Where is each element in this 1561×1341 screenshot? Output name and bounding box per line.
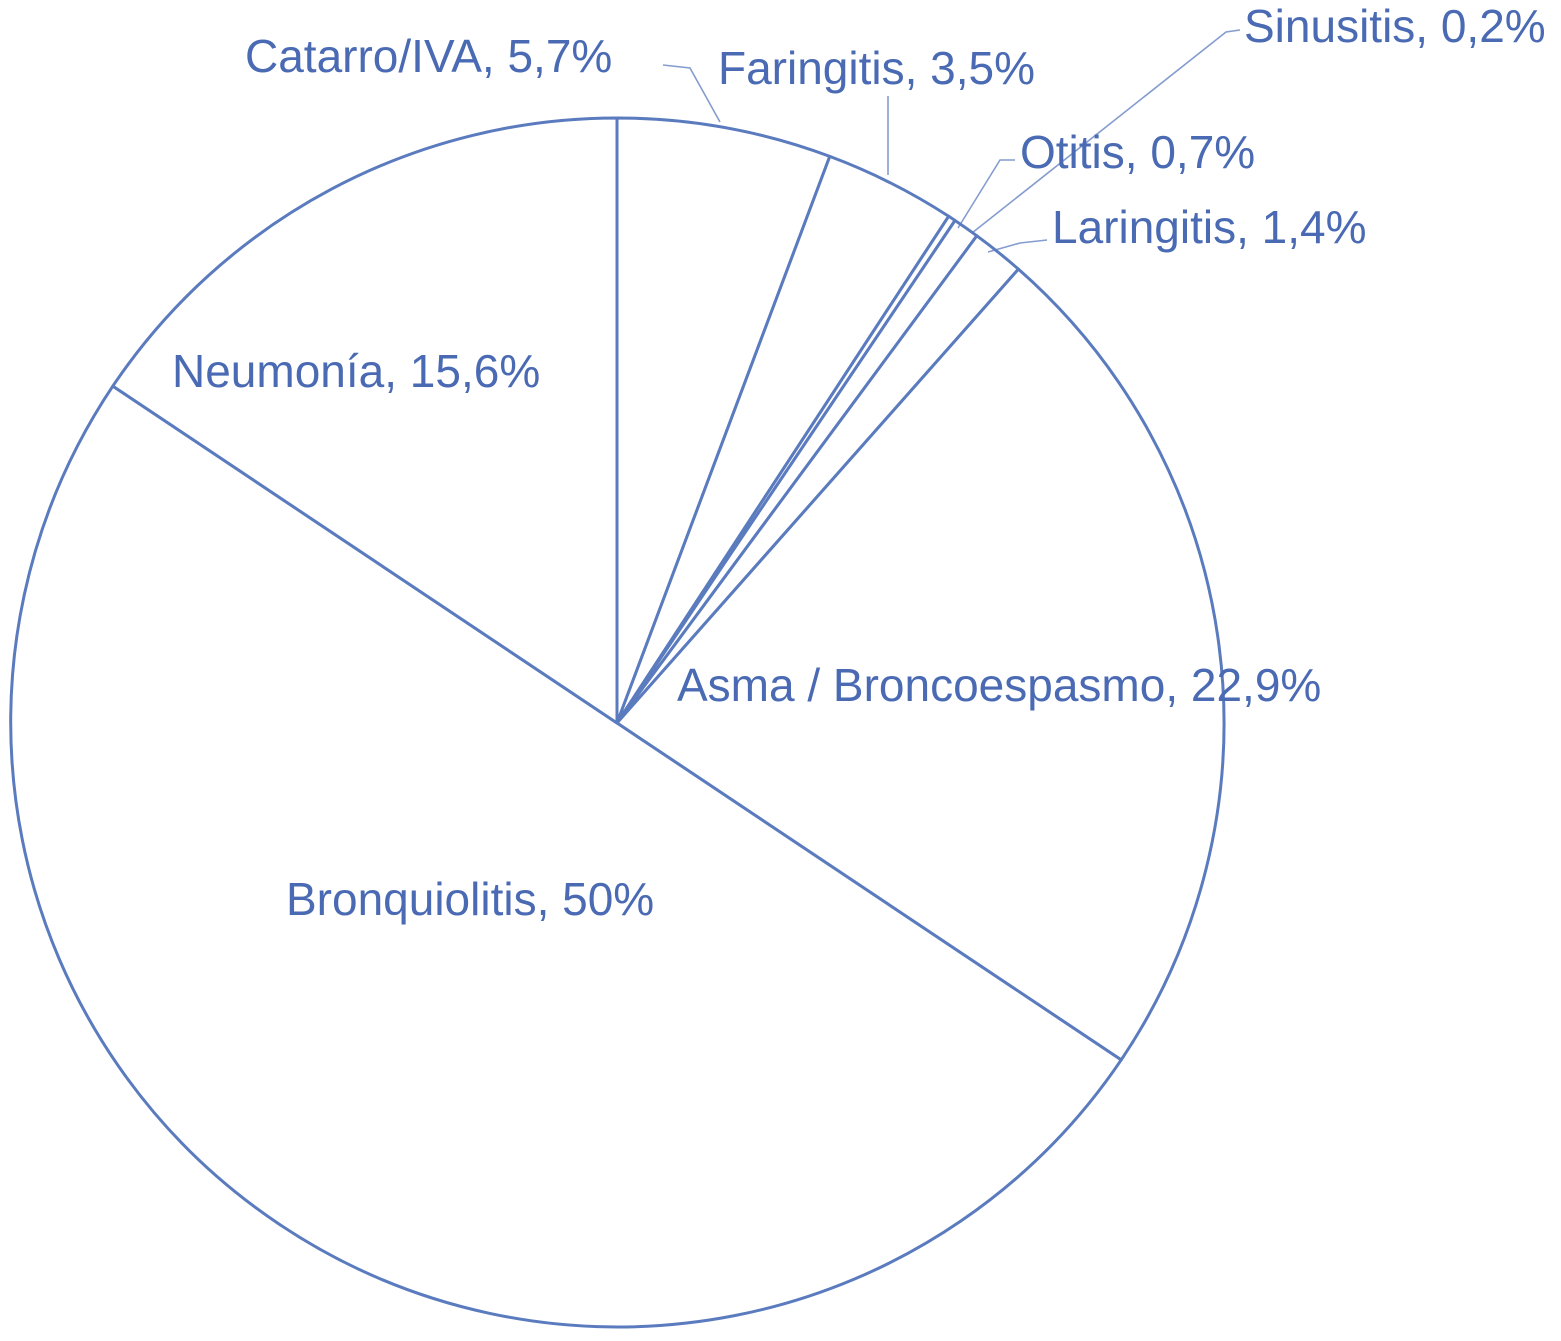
pie-slices bbox=[9, 116, 1226, 1329]
slice-label-faringitis: Faringitis, 3,5% bbox=[718, 42, 1035, 94]
slice-label-bronquiolitis: Bronquiolitis, 50% bbox=[286, 873, 654, 925]
pie-slice-asma-broncoespasmo bbox=[615, 267, 1226, 1062]
leader-line-catarro-iva bbox=[662, 64, 721, 123]
slice-label-asma-broncoespasmo: Asma / Broncoespasmo, 22,9% bbox=[677, 659, 1321, 711]
slice-label-neumonia: Neumonía, 15,6% bbox=[172, 345, 540, 397]
slice-label-catarro-iva: Catarro/IVA, 5,7% bbox=[245, 30, 612, 82]
slice-label-sinusitis: Sinusitis, 0,2% bbox=[1244, 0, 1546, 52]
leader-line-otitis bbox=[957, 159, 1015, 229]
slice-label-otitis: Otitis, 0,7% bbox=[1020, 126, 1255, 178]
pie-slice-catarro-iva bbox=[615, 116, 832, 725]
leader-line-laringitis bbox=[987, 239, 1048, 253]
leader-line-sinusitis bbox=[971, 29, 1241, 234]
label-leader-lines bbox=[662, 29, 1241, 253]
pie-slice-neumonia bbox=[111, 116, 619, 725]
slice-labels: Catarro/IVA, 5,7% Faringitis, 3,5% Sinus… bbox=[172, 0, 1546, 925]
pie-slice-bronquiolitis bbox=[9, 384, 1123, 1329]
slice-label-laringitis: Laringitis, 1,4% bbox=[1052, 201, 1367, 253]
